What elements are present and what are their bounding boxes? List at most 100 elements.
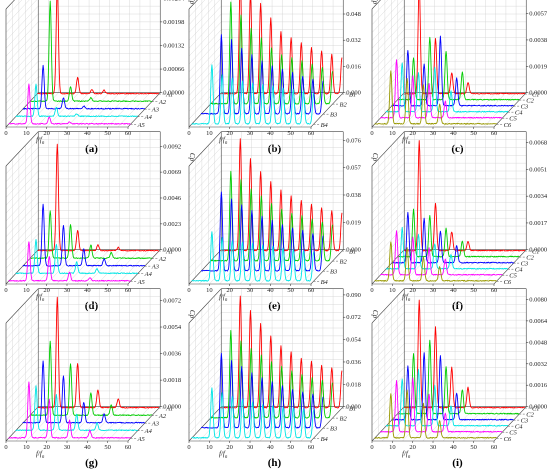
series-line-B4 (191, 387, 315, 439)
x-tick-label: 40 (84, 444, 91, 451)
series-line-A5 (8, 241, 131, 282)
x-axis-label: f/fn (36, 293, 45, 303)
z-tick-label: 0.0057 (529, 11, 548, 18)
series-line-A3 (22, 64, 146, 110)
series-label: B3 (330, 112, 338, 119)
x-tick-label: 10 (389, 130, 396, 137)
x-tick-label: 0 (370, 444, 373, 451)
z-tick-label: 0.0046 (163, 195, 182, 202)
x-axis-label: f/fn (402, 136, 411, 146)
x-axis-label: f/fn (36, 450, 45, 460)
series-label: A4 (144, 271, 153, 278)
left-wall-grid (5, 288, 39, 442)
x-tick-label: 30 (64, 444, 71, 451)
series-label: C6 (504, 279, 512, 286)
x-tick-label: 30 (247, 287, 254, 294)
x-tick-label: 30 (430, 287, 437, 294)
z-tick-label: 0.0072 (163, 297, 181, 304)
z-tick-label: 0.0000 (529, 404, 547, 411)
x-tick-label: 10 (23, 130, 30, 137)
x-tick-label: 60 (308, 287, 315, 294)
back-wall-grid (404, 131, 527, 250)
x-tick-label: 50 (287, 130, 294, 137)
series-label: B1 (349, 249, 356, 256)
x-tick-label: 40 (267, 287, 274, 294)
x-tick-label: 20 (43, 130, 50, 137)
x-tick-label: 0 (187, 444, 190, 451)
z-tick-label: 0.00264 (163, 0, 185, 2)
z-tick-label: 0.0069 (163, 169, 181, 176)
series-line-A5 (8, 83, 131, 125)
series-label: B4 (321, 122, 329, 129)
z-tick-label: 0.019 (346, 219, 361, 226)
x-tick-label: 50 (470, 130, 477, 137)
x-tick-label: 50 (104, 130, 111, 137)
z-tick-label: 0.0018 (163, 377, 181, 384)
series-label: B3 (330, 426, 338, 433)
series-label: C2 (526, 412, 534, 419)
x-tick-label: 0 (4, 287, 7, 294)
series-label: C3 (521, 104, 529, 111)
series-line-C1 (402, 299, 526, 409)
x-tick-label: 10 (206, 287, 213, 294)
x-tick-label: 30 (430, 130, 437, 137)
panel-caption: (c) (451, 143, 464, 155)
top-left-edge (371, 0, 381, 10)
series-label: A5 (137, 279, 146, 286)
x-axis-label-sub: n (225, 455, 228, 460)
series-line-A1 (36, 143, 159, 252)
x-tick-label: 10 (206, 444, 213, 451)
x-tick-label: 50 (287, 444, 294, 451)
series-label: C3 (521, 418, 529, 425)
x-tick-label: 20 (43, 444, 50, 451)
x-axis-label: f/fn (219, 136, 228, 146)
series-label: A4 (144, 114, 153, 121)
series-label: A2 (158, 99, 167, 106)
series-line-C2 (397, 339, 520, 415)
series-label: C5 (509, 430, 517, 437)
top-left-edge (371, 131, 405, 167)
z-tick-label: 0.000 (346, 247, 361, 254)
z-axis-label: Cp (188, 310, 196, 319)
z-tick-label: 0.0017 (529, 220, 548, 227)
z-tick-label: 0.0048 (529, 339, 547, 346)
x-tick-label: 60 (491, 444, 498, 451)
top-left-edge (188, 288, 222, 324)
series-label: C1 (532, 406, 540, 413)
x-axis-label: f/fn (219, 450, 228, 460)
series-label: A4 (144, 428, 153, 435)
x-tick-label: 10 (23, 444, 30, 451)
x-tick-label: 50 (470, 444, 477, 451)
z-tick-label: 0.00198 (163, 19, 184, 26)
panel-caption: (e) (268, 300, 281, 312)
left-wall-grid (5, 131, 39, 285)
series-line-A1 (36, 0, 159, 95)
z-tick-label: 0.032 (346, 37, 361, 44)
series-label: B2 (339, 102, 347, 109)
z-tick-label: 0.0000 (163, 247, 181, 254)
series-label: C1 (532, 249, 540, 256)
z-tick-label: 0.0016 (529, 382, 548, 389)
x-tick-label: 60 (125, 130, 132, 137)
z-axis-label: Cp (371, 310, 379, 319)
series-line-B3 (200, 352, 324, 429)
top-left-edge (371, 288, 405, 324)
x-axis-label-sub: n (225, 141, 228, 146)
series-label: B1 (349, 92, 356, 99)
series-label: A3 (151, 107, 160, 114)
x-tick-label: 30 (247, 444, 254, 451)
series-line-A2 (29, 0, 153, 103)
x-tick-label: 20 (226, 444, 233, 451)
x-tick-label: 0 (4, 444, 7, 451)
x-tick-label: 10 (389, 444, 396, 451)
top-left-edge (188, 131, 222, 167)
x-axis-label-sub: n (408, 141, 411, 146)
x-tick-label: 0 (370, 130, 373, 137)
